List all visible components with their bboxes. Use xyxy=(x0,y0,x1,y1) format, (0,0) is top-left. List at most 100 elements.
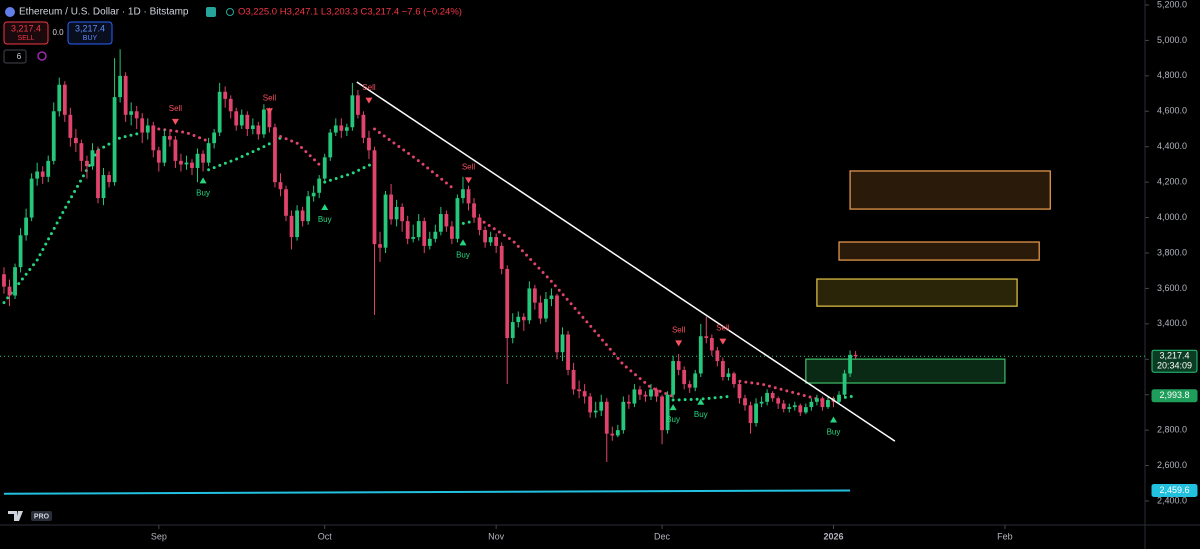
candle-body xyxy=(820,398,825,408)
candle-body xyxy=(450,226,454,239)
candle-body xyxy=(671,361,676,395)
candle-body xyxy=(400,206,405,222)
candle-body xyxy=(604,401,609,434)
candle-body xyxy=(433,231,438,239)
candle-body xyxy=(35,171,40,179)
x-tick-label: Dec xyxy=(654,531,671,541)
candle-body xyxy=(184,162,189,165)
tv-logo xyxy=(8,511,23,521)
baseline-line xyxy=(3,489,851,495)
candle-body xyxy=(350,95,355,128)
plot-area: Sell Sell Sell Sell Sell Sell Buy Buy Buy Buy Buy B… xyxy=(0,49,1145,495)
candle-body xyxy=(848,354,852,374)
sell-label: Sell xyxy=(263,93,277,102)
buy-label: Buy xyxy=(666,415,680,424)
candle-body xyxy=(588,396,593,413)
buy-arrow xyxy=(459,239,467,246)
candle-body xyxy=(201,153,205,163)
candle-body xyxy=(79,143,84,161)
y-tick-label: 2,400.0 xyxy=(1157,495,1187,505)
candle-body xyxy=(151,125,156,151)
sell-arrow xyxy=(675,340,683,347)
candle-body xyxy=(212,132,217,144)
trail-dots xyxy=(273,132,321,166)
candle-body xyxy=(256,125,261,135)
candle-body xyxy=(245,114,250,129)
candle-body xyxy=(190,162,194,168)
candle-body xyxy=(626,401,631,404)
candle-body xyxy=(527,288,532,321)
buy-label: Buy xyxy=(456,250,470,259)
candle-body xyxy=(466,189,471,204)
candle-body xyxy=(173,139,178,161)
candle-body xyxy=(378,244,382,248)
buy-arrow xyxy=(829,416,837,423)
candle-body xyxy=(510,322,515,339)
candle-body xyxy=(306,196,311,222)
candle-body xyxy=(516,316,521,323)
candle-body xyxy=(582,391,587,397)
candle-body xyxy=(284,189,288,216)
candle-body xyxy=(837,394,841,402)
symbol: Ethereum / U.S. Dollar · 1D · Bitstamp xyxy=(19,7,189,18)
buy-button[interactable] xyxy=(67,21,113,45)
candle-body xyxy=(24,217,29,236)
candle-body xyxy=(51,111,56,161)
price-label: 2,459.6 xyxy=(1159,485,1189,495)
sell-label: Sell xyxy=(716,324,730,333)
candle-body xyxy=(654,389,659,397)
y-tick-label: 5,200.0 xyxy=(1157,0,1187,9)
candle-body xyxy=(261,109,266,135)
sell-arrow xyxy=(719,338,727,345)
spread: 0.0 xyxy=(52,28,64,37)
zone-box xyxy=(849,170,1051,210)
candle-body xyxy=(123,75,128,115)
candle-body xyxy=(776,398,781,404)
candle-body xyxy=(68,114,73,138)
sell-button[interactable] xyxy=(3,21,49,45)
x-tick-label: Sep xyxy=(151,531,167,541)
candle-body xyxy=(505,268,510,339)
candle-body xyxy=(665,394,670,431)
candle-body xyxy=(544,299,548,319)
candle-body xyxy=(853,354,858,357)
buy-arrow xyxy=(697,398,705,405)
candle-body xyxy=(455,198,460,239)
candle-body xyxy=(720,361,725,377)
zone-box xyxy=(838,241,1040,261)
price-label-box xyxy=(1151,389,1198,403)
candle-body xyxy=(179,160,183,165)
trail-dots xyxy=(831,394,858,401)
candle-body xyxy=(621,401,626,431)
candle-body xyxy=(765,392,770,402)
candle-body xyxy=(85,160,89,167)
candle-body xyxy=(532,288,537,303)
buy-label: Buy xyxy=(827,428,841,437)
candle-body xyxy=(759,401,764,404)
settings-icon[interactable] xyxy=(37,51,47,61)
candle-body xyxy=(234,111,239,126)
candle-body xyxy=(422,221,427,246)
candle-body xyxy=(682,369,687,385)
candle-body xyxy=(107,175,111,183)
candle-body xyxy=(427,238,432,246)
candle-body xyxy=(781,403,786,409)
candle-body xyxy=(687,384,692,388)
sell-arrow xyxy=(465,177,473,184)
candle-body xyxy=(560,334,565,353)
x-tick-label: Oct xyxy=(318,531,333,541)
trail-dots xyxy=(323,161,376,184)
y-tick-label: 5,000.0 xyxy=(1157,35,1187,45)
candle-body xyxy=(521,316,526,321)
candle-body xyxy=(494,237,499,246)
x-tick-label: Nov xyxy=(488,531,505,541)
price-label: 2,993.8 xyxy=(1159,390,1189,400)
candle-body xyxy=(461,189,465,199)
countdown-label: 20:34:09 xyxy=(1157,361,1192,371)
candle-body xyxy=(367,137,371,151)
y-tick-label: 4,800.0 xyxy=(1157,70,1187,80)
indicator-toggle[interactable] xyxy=(3,49,27,64)
candle-body xyxy=(792,405,797,408)
